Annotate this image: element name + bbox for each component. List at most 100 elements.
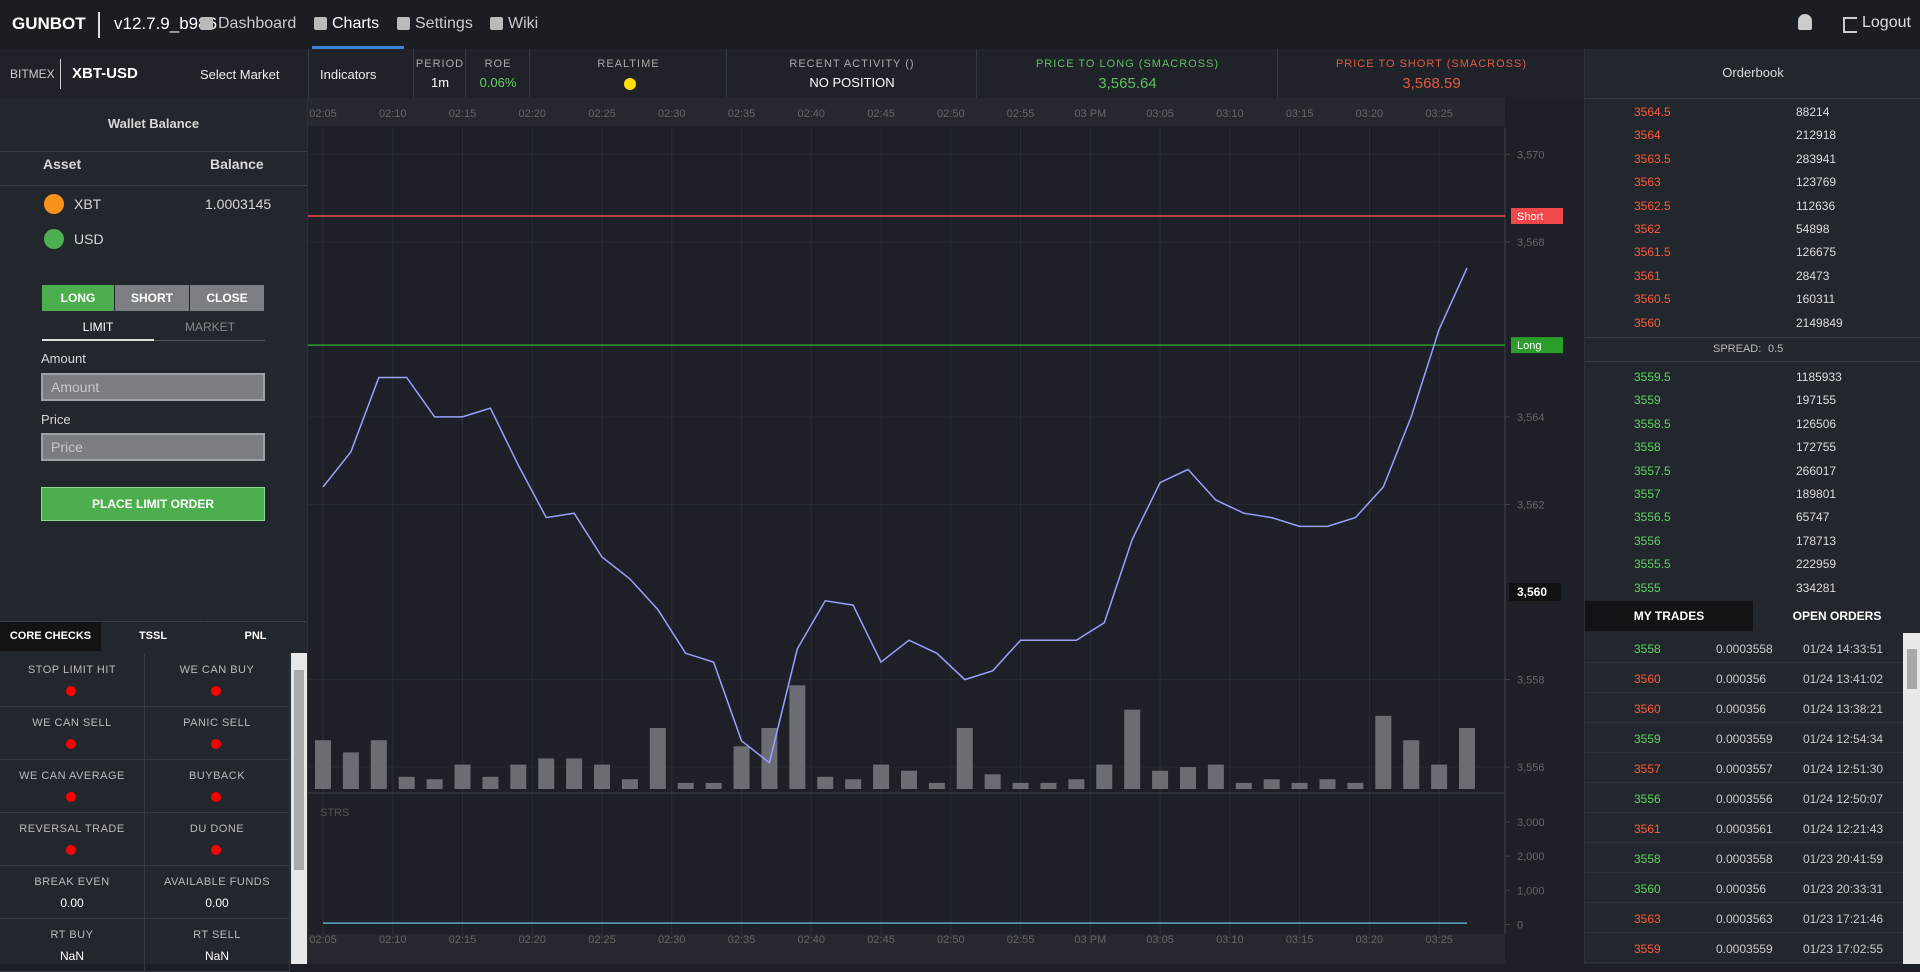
top-nav: GUNBOT v12.7.9_b986 Logout Dashboard Char… [0,0,1920,50]
brand[interactable]: GUNBOT [12,14,86,33]
active-underline [312,46,404,49]
logout-icon [1843,17,1857,33]
side-button[interactable]: CLOSE [190,285,264,311]
volume-bar [538,758,555,789]
balance-header: Balance [210,156,264,172]
check-cell [0,866,145,919]
checks-tab[interactable]: TSSL [102,621,204,651]
nav-link[interactable]: Settings [415,15,473,32]
right-panel: Orderbook 3564.5 88214 3564 212918 3563.5 283… [1584,49,1920,964]
price-label: Price [41,412,71,427]
scroll-thumb [1907,649,1917,689]
ob-price: 3556 [1634,533,1661,548]
x-tick-label: 02:45 [867,934,895,946]
divider [1585,361,1920,362]
check-cell [145,813,290,866]
x-tick-label: 02:40 [798,108,826,120]
level-tag [1511,207,1563,224]
order-type-tab[interactable]: LIMIT [82,320,114,334]
x-tick-label: 02:05 [309,934,337,946]
trade-time: 01/24 13:41:02 [1803,672,1884,686]
select-market[interactable]: Select Market [200,67,280,82]
version: v12.7.9_b986 [114,14,218,33]
divider [1585,337,1920,338]
order-type-tab[interactable]: MARKET [184,320,235,334]
check-cell [0,707,145,760]
x-tick-label: 02:25 [588,108,616,120]
strs-label: STRS [320,807,349,819]
ob-size: 88214 [1796,105,1830,119]
ob-price: 3559 [1634,393,1661,408]
volume-bar [1263,779,1280,789]
checks-tab[interactable]: PNL [205,621,306,651]
strs-tick-label: 3,000 [1517,817,1545,829]
x-tick-label: 02:40 [798,934,826,946]
x-tick-label: 02:20 [519,934,547,946]
x-tick-label: 02:30 [658,108,686,120]
trade-row [1585,633,1903,663]
logout[interactable]: Logout [1862,14,1911,31]
check-label: WE CAN BUY [179,664,255,676]
ob-size: 2149849 [1796,315,1843,330]
trades-tab[interactable]: OPEN ORDERS [1753,601,1920,631]
bell-icon[interactable] [1798,14,1812,30]
nav-link[interactable]: Wiki [508,15,539,32]
checks-tab[interactable]: CORE CHECKS [0,621,101,651]
trade-time: 01/23 20:33:31 [1803,882,1884,896]
trade-time: 01/23 17:02:55 [1803,942,1884,956]
stat-value: 3,565.64 [1098,75,1157,92]
x-tick-label: 02:20 [519,108,547,120]
trade-time: 01/24 13:38:21 [1803,702,1884,716]
trade-price: 3559 [1634,732,1661,746]
ob-size: 172755 [1796,440,1837,455]
check-cell [0,813,145,866]
ob-size: 54898 [1796,222,1830,236]
chart: 02:05 02:05 02:10 02:10 02:15 02:15 02:20 02:20… [308,98,1584,964]
volume-bar [398,776,415,789]
submit-button[interactable]: PLACE LIMIT ORDER [41,487,265,521]
trade-amount: 0.0003558 [1716,642,1773,656]
indicators[interactable]: Indicators [320,67,377,82]
strs-tick-label: 0 [1517,919,1523,931]
trade-price: 3560 [1634,882,1661,896]
volume-bar [1207,764,1224,789]
ob-price: 3555 [1634,580,1661,595]
time-axis-bg [308,98,1505,126]
side-button[interactable]: LONG [42,285,114,311]
check-label: REVERSAL TRADE [19,823,125,835]
ob-size: 1185933 [1796,370,1842,384]
trade-amount: 0.000356 [1716,702,1767,716]
level-label: Short [1517,211,1543,223]
x-tick-label: 03 PM [1074,108,1106,120]
trade-row [1585,843,1903,873]
coin-icon [44,229,64,249]
trade-price: 3563 [1634,912,1661,926]
trades-tab[interactable]: MY TRADES [1585,601,1753,631]
trade-row [1585,723,1903,753]
check-label: PANIC SELL [183,717,251,729]
nav-link[interactable]: Charts [332,15,380,32]
x-tick-label: 02:30 [658,934,686,946]
x-tick-label: 03:20 [1356,108,1384,120]
volume-bar [1012,782,1029,789]
y-tick-label: 3,562 [1517,499,1545,511]
nav-link[interactable]: Dashboard [218,15,297,32]
volume-bar [873,764,890,789]
check-label: RT SELL [193,929,241,941]
trade-price: 3557 [1634,762,1661,776]
side-button[interactable]: SHORT [115,285,189,311]
x-tick-label: 03:20 [1356,934,1384,946]
trade-price: 3560 [1634,702,1661,716]
volume-bar [1431,764,1448,789]
stat-box: PRICE TO SHORT (SMACROSS) 3,568.59 [1277,49,1585,98]
check-dot [211,739,221,749]
divider [0,151,307,152]
price-input[interactable] [41,433,265,461]
stat-value: 0.06% [479,75,517,90]
check-cell [145,654,290,707]
amount-input[interactable] [41,373,265,401]
nav-icon [200,17,213,30]
volume-bar [370,740,387,789]
asset-header: Asset [43,156,82,172]
trade-row [1585,693,1903,723]
